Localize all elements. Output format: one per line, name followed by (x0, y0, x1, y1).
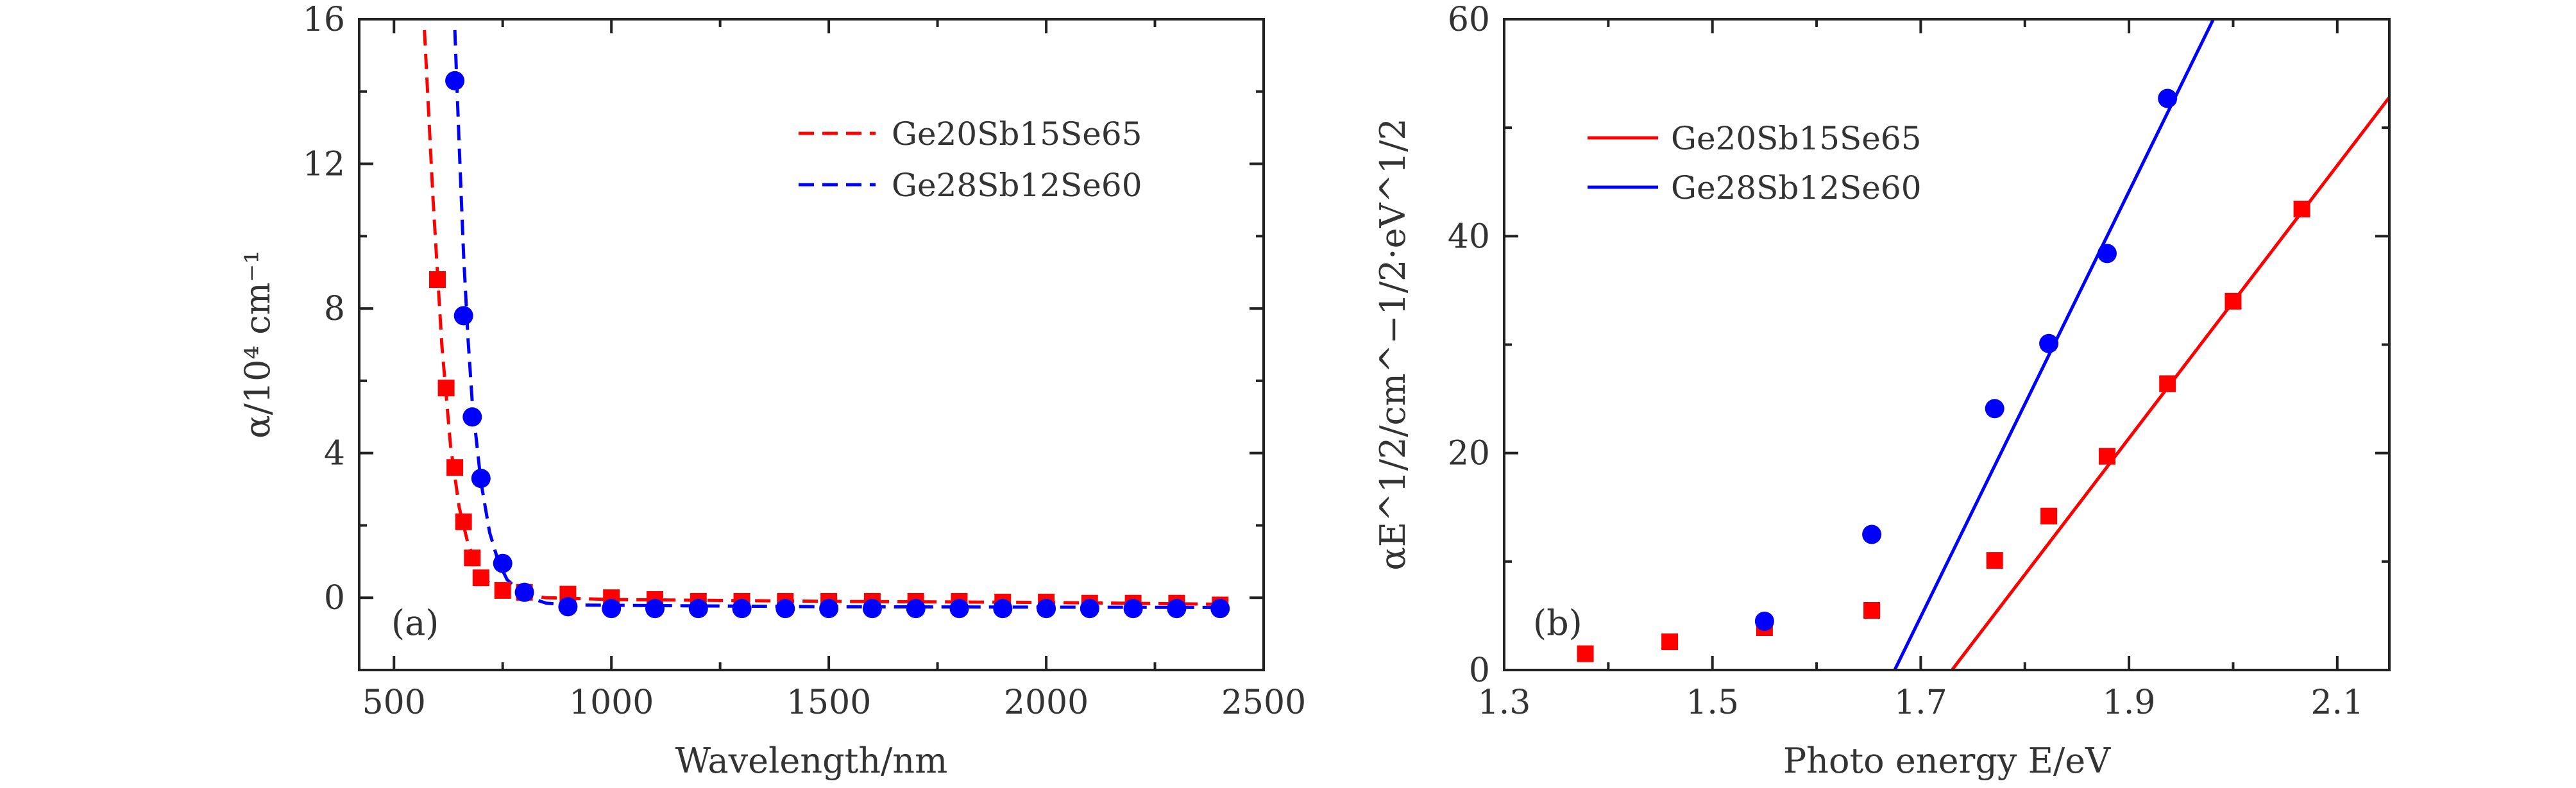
point-a-series-1-8 (645, 599, 665, 619)
x-tick-label-b-3: 1.9 (2103, 683, 2156, 722)
panel-b-legend: Ge20Sb15Se65 Ge28Sb12Se60 (1588, 120, 1922, 206)
point-b-series-1-3 (2039, 333, 2059, 353)
point-a-series-1-2 (462, 407, 482, 427)
y-tick-label-b-1: 20 (1448, 435, 1490, 473)
point-a-series-0-5 (472, 569, 489, 587)
point-b-series-0-9 (2293, 201, 2310, 217)
point-a-series-0-3 (455, 513, 472, 530)
point-a-series-0-1 (437, 380, 455, 397)
point-b-series-0-5 (2040, 507, 2058, 524)
legend-a-label-ge20: Ge20Sb15Se65 (892, 115, 1142, 153)
legend-b-label-ge20: Ge20Sb15Se65 (1671, 120, 1922, 157)
panel-a-plot-area (423, 29, 1230, 619)
point-b-series-0-3 (1863, 602, 1881, 619)
legend-a-label-ge28: Ge28Sb12Se60 (892, 167, 1142, 204)
y-tick-label-a-4: 16 (303, 1, 345, 39)
point-a-series-1-6 (558, 597, 578, 617)
panel-a-frame (358, 18, 1265, 671)
point-a-series-1-18 (1080, 599, 1099, 619)
panel-a-label: (a) (391, 603, 439, 643)
y-tick-label-a-2: 8 (324, 290, 345, 328)
point-a-series-1-5 (514, 582, 534, 602)
y-tick-label-a-1: 4 (324, 435, 345, 473)
point-a-series-1-9 (688, 599, 708, 619)
point-a-series-0-2 (446, 459, 464, 476)
point-b-series-0-4 (1986, 552, 2003, 569)
y-tick-label-a-0: 0 (324, 579, 345, 617)
x-tick-label-b-2: 1.7 (1894, 683, 1947, 722)
point-a-series-1-14 (906, 599, 926, 619)
panel-a-legend: Ge20Sb15Se65 Ge28Sb12Se60 (799, 115, 1142, 204)
x-tick-label-a-0: 500 (362, 683, 426, 722)
point-b-series-0-6 (2099, 448, 2115, 465)
x-tick-label-b-0: 1.3 (1478, 683, 1531, 722)
panel-a-ticks: 500 1000 1500 2000 2500 0 4 8 12 16 (303, 1, 1306, 722)
point-a-series-1-3 (471, 469, 491, 489)
panel-a-data-points (429, 71, 1230, 619)
panel-b-label: (b) (1533, 603, 1582, 643)
point-b-series-0-1 (1661, 633, 1679, 650)
point-a-series-1-0 (445, 71, 465, 90)
point-b-series-1-0 (1754, 611, 1774, 631)
panel-b-ticks: 1.3 1.5 1.7 1.9 2.1 0 20 40 60 (1448, 1, 2389, 722)
point-a-series-1-17 (1037, 599, 1056, 619)
panel-a-y-axis-label: α/10⁴ cm⁻¹ (237, 250, 278, 439)
panel-b-plot-area (1577, 19, 2389, 670)
x-tick-label-a-1: 1000 (569, 683, 654, 722)
point-a-series-1-15 (949, 599, 969, 619)
point-b-series-1-2 (1985, 399, 2004, 419)
point-b-series-0-8 (2224, 292, 2242, 310)
point-b-series-1-1 (1862, 524, 1882, 544)
panel-a-x-axis-label: Wavelength/nm (675, 741, 948, 781)
panel-b-y-axis-label: αE^1/2/cm^−1/2·eV^1/2 (1373, 118, 1413, 570)
x-tick-label-a-2: 1500 (786, 683, 871, 722)
x-tick-label-a-3: 2000 (1004, 683, 1089, 722)
point-a-series-1-12 (819, 599, 839, 619)
panel-b-data-points (1577, 88, 2310, 662)
panel-a-absorption-vs-wavelength: 500 1000 1500 2000 2500 0 4 8 12 16 (a) Wavelengt… (237, 1, 1306, 781)
point-b-series-1-4 (2097, 244, 2117, 264)
point-a-series-1-13 (862, 599, 882, 619)
point-b-series-0-7 (2159, 375, 2176, 392)
y-tick-label-a-3: 12 (303, 146, 345, 184)
y-tick-label-b-0: 0 (1469, 651, 1490, 690)
x-tick-label-a-4: 2500 (1221, 683, 1306, 722)
point-a-series-1-10 (732, 599, 752, 619)
point-a-series-1-20 (1167, 599, 1187, 619)
point-a-series-0-0 (429, 271, 446, 288)
legend-b-label-ge28: Ge28Sb12Se60 (1671, 169, 1922, 206)
point-a-series-1-1 (453, 306, 473, 326)
point-a-series-1-19 (1123, 599, 1143, 619)
x-tick-label-b-1: 1.5 (1686, 683, 1739, 722)
point-a-series-1-7 (602, 599, 622, 619)
panel-b-x-axis-label: Photo energy E/eV (1783, 741, 2111, 781)
point-a-series-0-6 (494, 582, 511, 599)
x-tick-label-b-4: 2.1 (2310, 683, 2364, 722)
point-b-series-1-5 (2158, 88, 2178, 108)
point-a-series-1-11 (775, 599, 795, 619)
y-tick-label-b-3: 60 (1448, 1, 1490, 39)
y-tick-label-b-2: 40 (1448, 217, 1490, 256)
point-a-series-1-16 (993, 599, 1013, 619)
panel-b-tauc-plot: 1.3 1.5 1.7 1.9 2.1 0 20 40 60 (b) Photo energy … (1373, 1, 2391, 781)
point-a-series-1-4 (493, 553, 513, 573)
point-a-series-0-4 (464, 549, 481, 567)
point-a-series-1-21 (1210, 599, 1230, 619)
point-b-series-0-0 (1577, 645, 1594, 662)
